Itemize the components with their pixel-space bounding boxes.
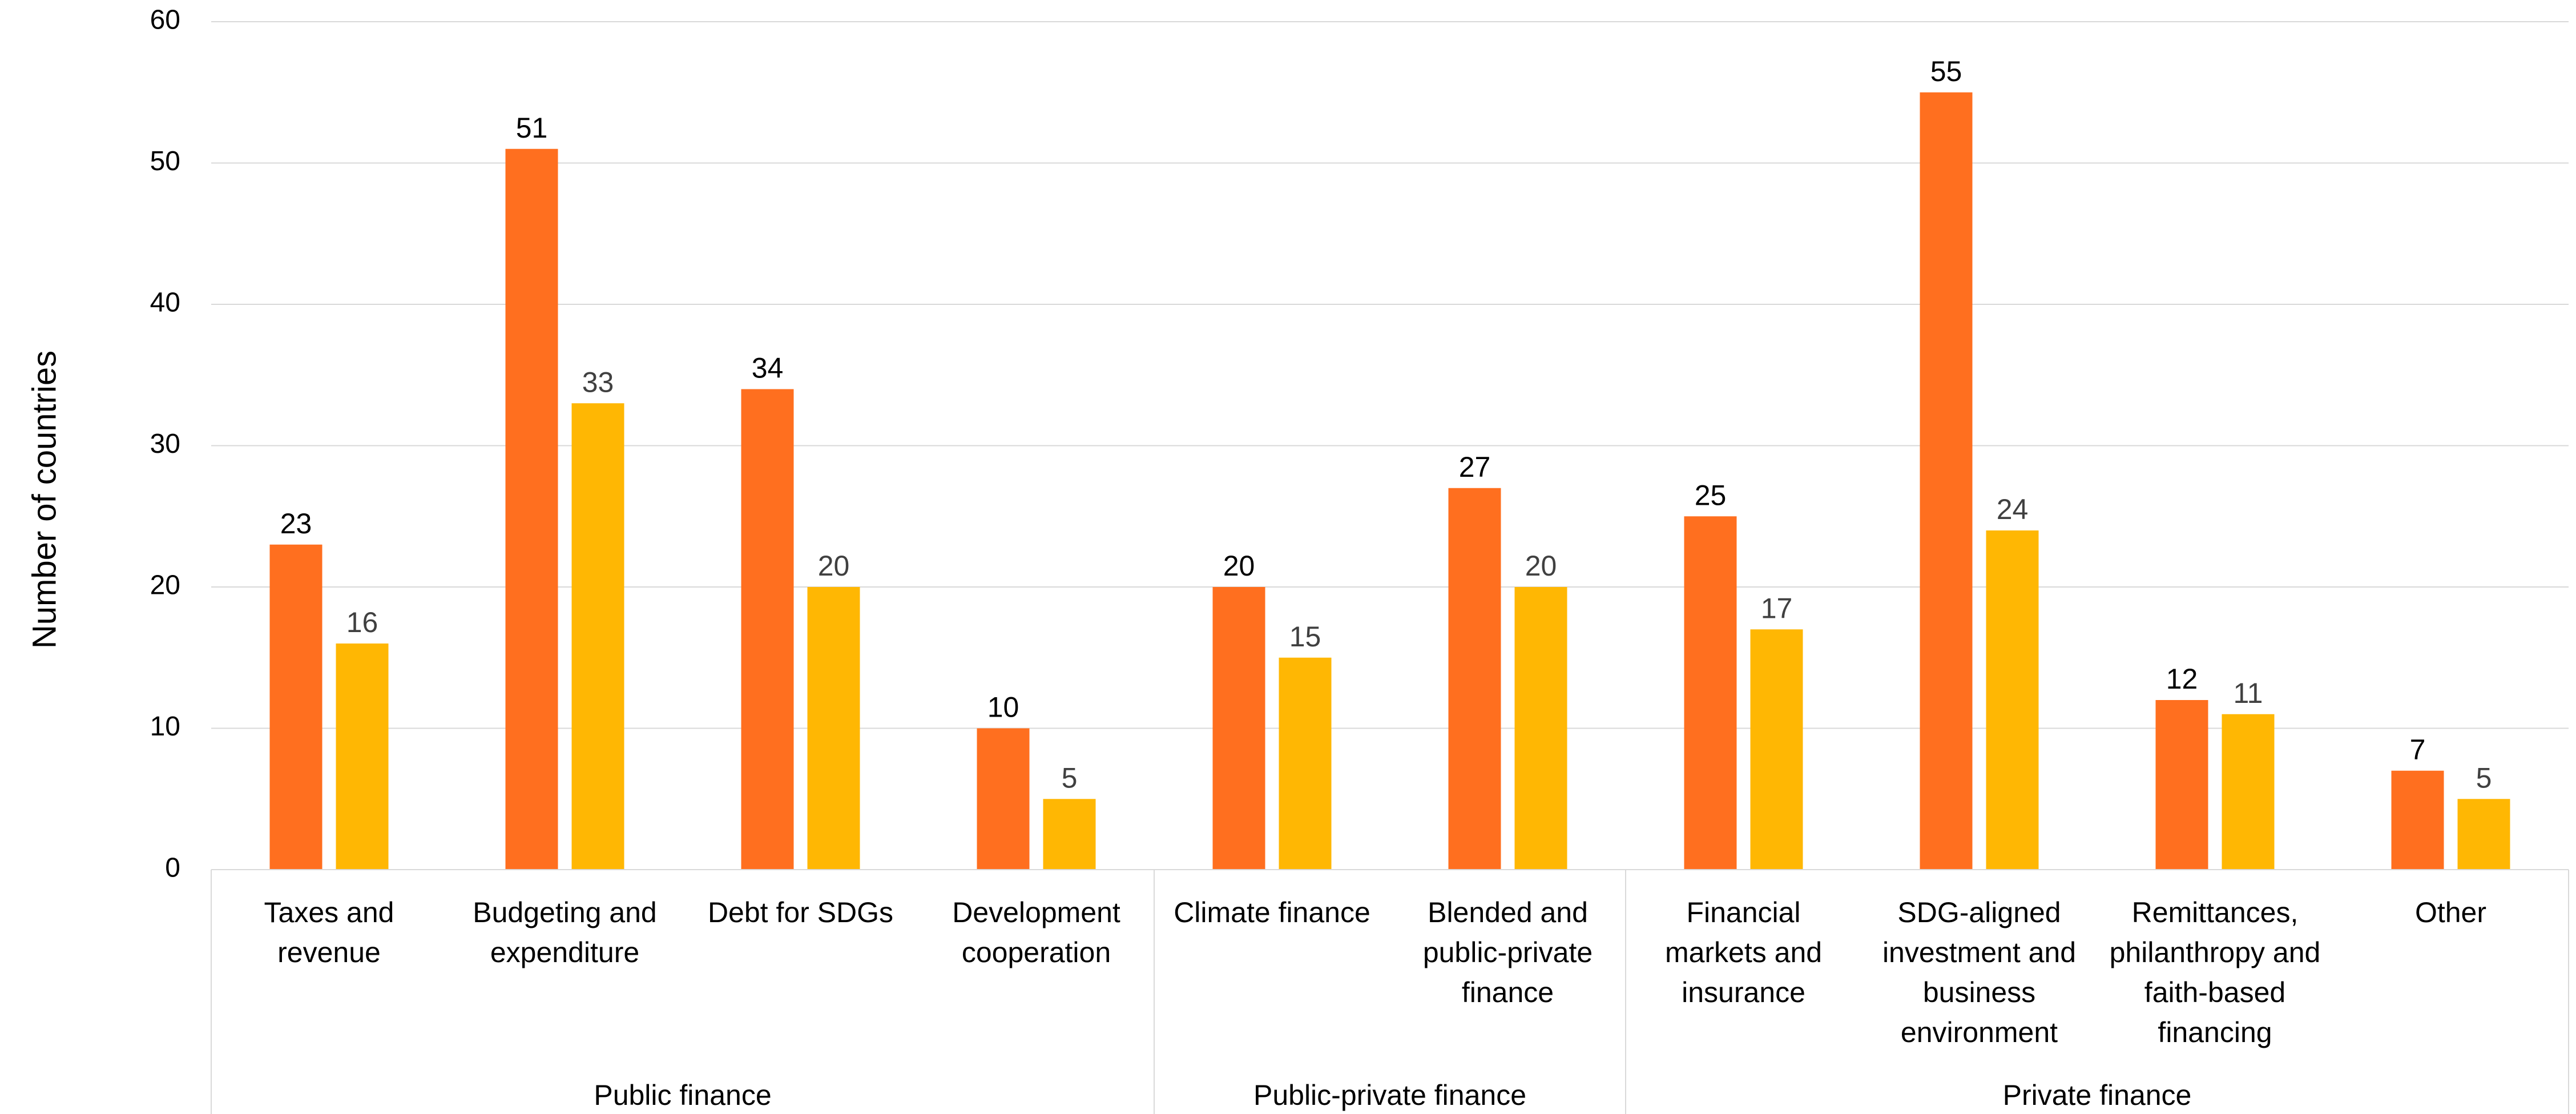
y-axis-ticks: 0 10 20 30 40 50 60 [150, 5, 180, 883]
bar [1920, 92, 1973, 870]
bar [1986, 530, 2039, 870]
category-label-line: Debt for SDGs [708, 896, 893, 928]
bar [505, 148, 558, 870]
bar [2457, 799, 2510, 870]
bar [1448, 488, 1501, 870]
category-label-line: investment and [1882, 936, 2076, 968]
category-label: Debt for SDGs [708, 896, 893, 928]
y-tick-label: 40 [150, 288, 180, 318]
data-label: 23 [280, 508, 312, 540]
category-label-line: Remittances, [2132, 896, 2299, 928]
data-label: 5 [1062, 762, 1078, 794]
category-label: Blended and public-private finance [1423, 896, 1593, 1008]
bar [1514, 587, 1567, 870]
category-label-line: SDG-aligned [1897, 896, 2061, 928]
category-label-line: environment [1901, 1016, 2058, 1048]
category-label-line: Taxes and [264, 896, 394, 928]
category-label: Taxes and revenue [264, 896, 394, 968]
y-tick-label: 30 [150, 429, 180, 459]
y-tick-label: 10 [150, 711, 180, 742]
data-label: 33 [582, 366, 614, 398]
data-label: 25 [1695, 479, 1727, 511]
group-label: Public-private finance [1253, 1079, 1526, 1111]
bar [571, 403, 624, 870]
category-label-line: Blended and [1428, 896, 1588, 928]
bar [1684, 516, 1737, 870]
bar [336, 644, 389, 870]
category-label-line: public-private [1423, 936, 1593, 968]
category-label-line: financing [2158, 1016, 2272, 1048]
category-label-line: Budgeting and [473, 896, 657, 928]
bar [1043, 799, 1096, 870]
data-label: 27 [1459, 451, 1491, 483]
category-label-line: Other [2415, 896, 2486, 928]
category-label-line: philanthropy and [2110, 936, 2321, 968]
y-tick-label: 20 [150, 570, 180, 601]
category-label-line: markets and [1665, 936, 1822, 968]
data-label: 12 [2166, 663, 2198, 695]
data-label: 10 [987, 691, 1019, 723]
category-label-line: insurance [1682, 976, 1805, 1008]
category-label-line: business [1923, 976, 2035, 1008]
bar [1279, 657, 1332, 870]
bar [741, 389, 794, 870]
bars [269, 92, 2510, 870]
category-label-line: cooperation [962, 936, 1111, 968]
category-label-line: finance [1462, 976, 1554, 1008]
data-labels: 23 51 34 10 20 27 25 55 12 7 16 33 20 5 15 20 17 24 11 5 [280, 55, 2492, 794]
data-label: 5 [2476, 762, 2492, 794]
category-label: Other [2415, 896, 2486, 928]
y-tick-label: 0 [165, 853, 180, 883]
bar [977, 728, 1030, 870]
data-label: 55 [1930, 55, 1962, 87]
data-label: 20 [1223, 550, 1255, 582]
bar [2222, 714, 2275, 870]
data-label: 15 [1289, 621, 1321, 653]
bar [1750, 629, 1803, 870]
category-label: SDG-aligned investment and business environ… [1882, 896, 2076, 1048]
category-label-line: Development [952, 896, 1120, 928]
category-label-line: Climate finance [1174, 896, 1370, 928]
data-label: 20 [818, 550, 850, 582]
data-label: 20 [1525, 550, 1557, 582]
bar [807, 587, 860, 870]
category-label: Remittances, philanthropy and faith-based f… [2110, 896, 2321, 1048]
bar [1212, 587, 1265, 870]
gridlines [211, 21, 2569, 729]
data-label: 11 [2234, 677, 2263, 709]
category-label-line: faith-based [2144, 976, 2285, 1008]
y-tick-label: 60 [150, 5, 180, 35]
data-label: 16 [346, 606, 378, 638]
y-axis-title: Number of countries [26, 351, 63, 649]
data-label: 34 [752, 352, 784, 384]
bar [2155, 700, 2208, 870]
group-label: Public finance [594, 1079, 771, 1111]
bar [2391, 770, 2444, 870]
data-label: 24 [1997, 493, 2029, 525]
category-label: Budgeting and expenditure [473, 896, 657, 968]
category-label-line: Financial [1686, 896, 1800, 928]
category-label: Financial markets and insurance [1665, 896, 1822, 1008]
x-axis: Taxes and revenue Budgeting and expenditure… [211, 869, 2569, 1114]
category-label: Development cooperation [952, 896, 1120, 968]
category-label-line: revenue [277, 936, 381, 968]
y-tick-label: 50 [150, 146, 180, 176]
data-label: 17 [1761, 592, 1793, 624]
data-label: 7 [2410, 734, 2426, 766]
bar [269, 544, 322, 870]
category-label: Climate finance [1174, 896, 1370, 928]
group-label: Private finance [2003, 1079, 2192, 1111]
category-label-line: expenditure [490, 936, 639, 968]
data-label: 51 [516, 112, 548, 144]
